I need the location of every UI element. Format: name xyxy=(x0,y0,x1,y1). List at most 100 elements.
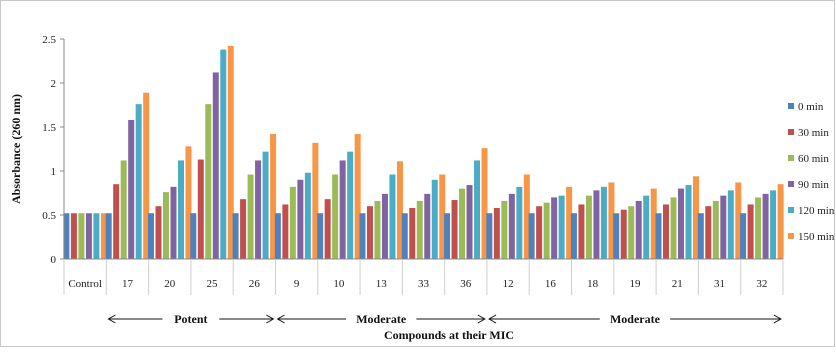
bar xyxy=(374,200,381,259)
legend-swatch xyxy=(788,155,794,161)
bar xyxy=(227,46,234,259)
y-tick-label: 1.5 xyxy=(42,122,56,134)
bar xyxy=(274,213,281,259)
bar xyxy=(297,179,304,259)
bar xyxy=(762,193,769,259)
bar xyxy=(543,202,550,259)
bar xyxy=(232,213,239,259)
bar xyxy=(332,174,339,259)
group-annotation-label: Moderate xyxy=(356,312,407,326)
x-tick-label: 12 xyxy=(503,278,514,290)
x-tick-label: Control xyxy=(68,278,102,290)
bar xyxy=(205,104,212,260)
bar xyxy=(444,213,451,259)
bar xyxy=(670,197,677,259)
y-tick-label: 2.5 xyxy=(42,34,56,46)
bar xyxy=(220,49,227,260)
bar xyxy=(304,172,311,259)
legend-label: 60 min xyxy=(798,153,829,165)
bar xyxy=(63,213,70,259)
bar xyxy=(416,200,423,259)
x-tick-label: 17 xyxy=(122,278,134,290)
x-tick-label: 19 xyxy=(629,278,641,290)
annotation-arrow-head xyxy=(276,314,285,324)
bar xyxy=(459,188,466,259)
bar xyxy=(354,134,361,259)
bar xyxy=(600,186,607,259)
bar xyxy=(486,213,493,259)
bar xyxy=(451,200,458,259)
bar xyxy=(578,204,585,259)
bar xyxy=(635,200,642,259)
annotation-arrow-head xyxy=(773,314,782,324)
bar xyxy=(650,188,657,259)
x-axis-label: Compounds at their MIC xyxy=(384,328,514,342)
bar xyxy=(366,206,373,259)
legend-label: 150 min xyxy=(798,231,835,243)
legend: 0 min 30 min 60 min 90 min 120 min 150 min xyxy=(788,101,835,243)
bar xyxy=(128,119,135,260)
bar xyxy=(501,200,508,259)
bar xyxy=(247,174,254,259)
bar xyxy=(551,197,558,259)
x-tick-label: 13 xyxy=(376,278,388,290)
bar xyxy=(197,159,204,259)
bar xyxy=(727,190,734,259)
bar xyxy=(508,193,515,259)
bar xyxy=(628,206,635,259)
x-tick-label: 16 xyxy=(545,278,557,290)
bar xyxy=(190,213,197,259)
bar xyxy=(663,204,670,259)
bar xyxy=(620,209,627,259)
bar xyxy=(643,195,650,259)
group-annotation-label: Moderate xyxy=(610,312,661,326)
x-axis-category-labels: Control 17 20 25 26 9 10 13 33 36 12 16 18 19 21 31 32 xyxy=(63,259,784,295)
bar xyxy=(474,160,481,259)
annotation-arrow-head xyxy=(488,314,497,324)
bar xyxy=(740,213,747,259)
bar xyxy=(481,148,488,259)
bar xyxy=(424,193,431,259)
legend-swatch xyxy=(788,103,794,109)
bar xyxy=(720,195,727,259)
y-axis-ticks: 0 0.5 1 1.5 2 2.5 xyxy=(42,34,64,266)
bar xyxy=(493,207,500,259)
bar xyxy=(120,160,127,259)
bar xyxy=(685,185,692,259)
x-tick-label: 32 xyxy=(756,278,767,290)
bar xyxy=(185,146,192,259)
y-tick-label: 0.5 xyxy=(42,210,56,222)
bar xyxy=(177,160,184,259)
bar xyxy=(155,206,162,259)
bar xyxy=(585,195,592,259)
bar xyxy=(655,213,662,259)
bar xyxy=(466,185,473,259)
bar xyxy=(770,190,777,259)
bar xyxy=(113,184,120,259)
bar xyxy=(389,174,396,259)
legend-swatch xyxy=(788,129,794,135)
bar xyxy=(240,199,247,259)
x-tick-label: 9 xyxy=(294,278,300,290)
legend-label: 90 min xyxy=(798,179,829,191)
bar xyxy=(105,213,112,259)
y-tick-label: 0 xyxy=(51,254,57,266)
bar xyxy=(170,186,177,259)
bar xyxy=(693,176,700,259)
legend-swatch xyxy=(788,207,794,213)
bar xyxy=(93,213,100,259)
bar xyxy=(312,142,319,259)
annotation-arrow-head xyxy=(266,314,275,324)
bar xyxy=(162,192,169,259)
annotation-arrow-head xyxy=(107,314,116,324)
bar xyxy=(439,174,446,259)
bar xyxy=(735,182,742,259)
bar xyxy=(755,197,762,259)
bar xyxy=(558,195,565,259)
bar xyxy=(85,213,92,259)
bar xyxy=(678,188,685,259)
bar xyxy=(409,207,416,259)
bar xyxy=(324,199,331,259)
